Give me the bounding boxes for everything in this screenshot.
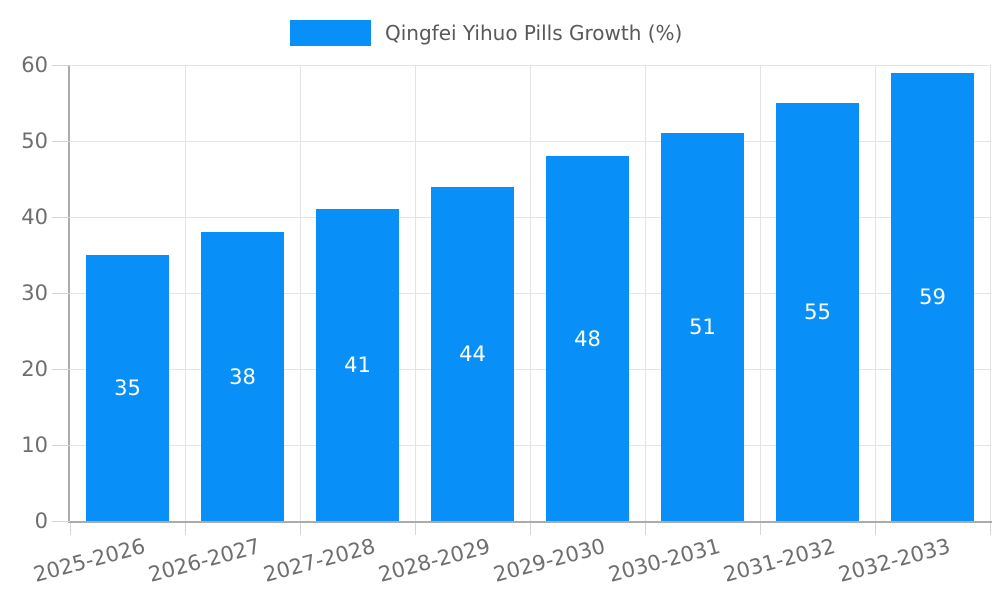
- x-axis-tick: [529, 523, 531, 535]
- bar: [890, 72, 975, 521]
- gridline-vertical: [529, 65, 531, 521]
- y-axis-line: [68, 65, 70, 523]
- x-axis-tick: [644, 523, 646, 535]
- x-axis-category-label: 2027-2028: [260, 534, 378, 587]
- y-axis-tick: [52, 520, 70, 522]
- bar-value-label: 41: [344, 353, 371, 378]
- y-axis-tick: [52, 216, 70, 218]
- bar-value-label: 35: [114, 376, 141, 400]
- legend-label: Qingfei Yihuo Pills Growth (%): [385, 21, 683, 45]
- legend-color-swatch: [290, 20, 371, 46]
- x-axis-category-label: 2032-2033: [835, 534, 953, 587]
- y-axis-tick: [52, 140, 70, 142]
- x-axis-line: [68, 521, 992, 523]
- x-axis-tick: [299, 523, 301, 535]
- bar-value-label: 44: [459, 341, 486, 366]
- x-axis-category-label: 2025-2026: [30, 534, 148, 587]
- bar-value-label: 51: [689, 315, 716, 340]
- y-axis-tick-label: 30: [21, 281, 48, 305]
- x-axis-tick: [184, 523, 186, 535]
- bar: [200, 232, 285, 521]
- bar-value-label: 48: [574, 326, 601, 351]
- bar: [660, 133, 745, 521]
- y-axis-tick: [52, 64, 70, 66]
- x-axis-tick: [989, 523, 991, 535]
- bar-value-label: 59: [919, 284, 946, 309]
- y-axis-tick-label: 10: [21, 433, 48, 457]
- x-axis-category-label: 2031-2032: [720, 534, 838, 587]
- y-axis-tick-label: 60: [21, 53, 48, 77]
- x-axis-category-label: 2030-2031: [605, 534, 723, 587]
- gridline-vertical: [299, 65, 301, 521]
- y-axis-tick-label: 0: [34, 509, 48, 533]
- x-axis-category-label: 2029-2030: [490, 534, 608, 587]
- bar: [545, 156, 630, 521]
- gridline-vertical: [874, 65, 876, 521]
- gridline-vertical: [989, 65, 991, 521]
- legend: Qingfei Yihuo Pills Growth (%): [290, 20, 682, 46]
- bar: [85, 255, 170, 521]
- x-axis-tick: [69, 523, 71, 535]
- x-axis-tick: [874, 523, 876, 535]
- gridline-vertical: [414, 65, 416, 521]
- bar: [430, 186, 515, 521]
- y-axis-tick-label: 50: [21, 129, 48, 153]
- x-axis-category-label: 2028-2029: [375, 534, 493, 587]
- y-axis-tick: [52, 444, 70, 446]
- y-axis-tick: [52, 368, 70, 370]
- y-axis-tick: [52, 292, 70, 294]
- bar: [315, 209, 400, 521]
- x-axis-tick: [414, 523, 416, 535]
- x-axis-tick: [759, 523, 761, 535]
- y-axis-tick-label: 40: [21, 205, 48, 229]
- gridline-vertical: [759, 65, 761, 521]
- y-axis-tick-label: 20: [21, 357, 48, 381]
- bar-value-label: 55: [804, 300, 831, 324]
- bar: [775, 103, 860, 521]
- gridline-vertical: [184, 65, 186, 521]
- gridline-vertical: [644, 65, 646, 521]
- bar-value-label: 38: [229, 364, 256, 389]
- x-axis-category-label: 2026-2027: [145, 534, 263, 587]
